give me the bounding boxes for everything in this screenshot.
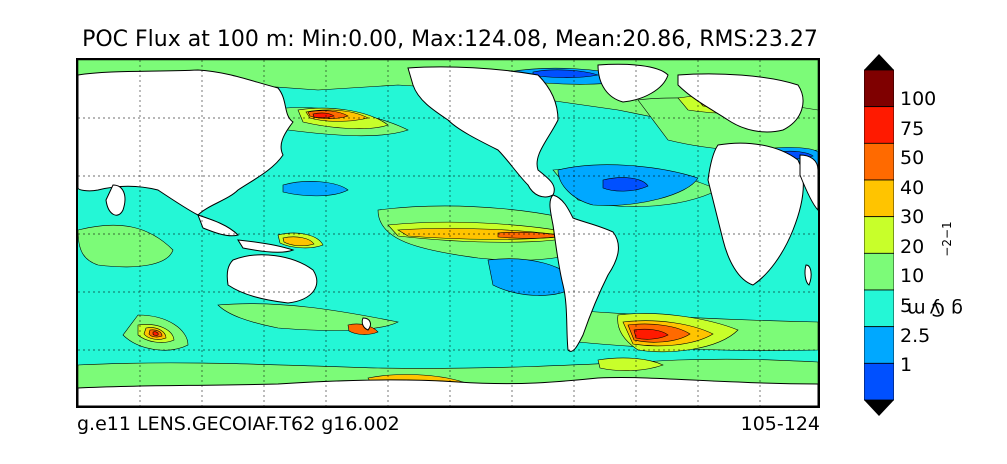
colorbar-segment [864, 179, 894, 218]
colorbar-segment [864, 142, 894, 181]
map-title: POC Flux at 100 m: Min:0.00, Max:124.08,… [82, 27, 818, 52]
colorbar-tick-1: 1 [900, 354, 913, 376]
colorbar-segment [864, 362, 894, 401]
colorbar-tick-5: 5 [900, 295, 913, 317]
colorbar-tick-10: 10 [900, 265, 925, 287]
colorbar-tick-40: 40 [900, 177, 925, 199]
world-map [76, 58, 820, 408]
colorbar-segment [864, 69, 894, 108]
map-svg [78, 60, 818, 406]
graticule [78, 60, 818, 406]
colorbar-tick-20: 20 [900, 236, 925, 258]
colorbar-tick-2-5: 2.5 [900, 325, 931, 347]
colorbar-tick-100: 100 [900, 88, 937, 110]
colorbar-segment [864, 252, 894, 291]
colorbar-tick-30: 30 [900, 206, 925, 228]
year-range-label: 105-124 [740, 413, 820, 435]
colorbar-segment [864, 326, 894, 364]
colorbar-segment [864, 106, 894, 144]
colorbar-tick-75: 75 [900, 118, 925, 140]
colorbar-segment [864, 216, 894, 254]
land-masses [78, 63, 818, 406]
colorbar-tick-50: 50 [900, 147, 925, 169]
colorbar-extend-max [864, 54, 894, 70]
colorbar-extend-min [864, 400, 894, 416]
colorbar-segment [864, 289, 894, 328]
run-id-label: g.e11 LENS.GECOIAF.T62 g16.002 [77, 413, 400, 435]
colorbar [864, 54, 894, 416]
